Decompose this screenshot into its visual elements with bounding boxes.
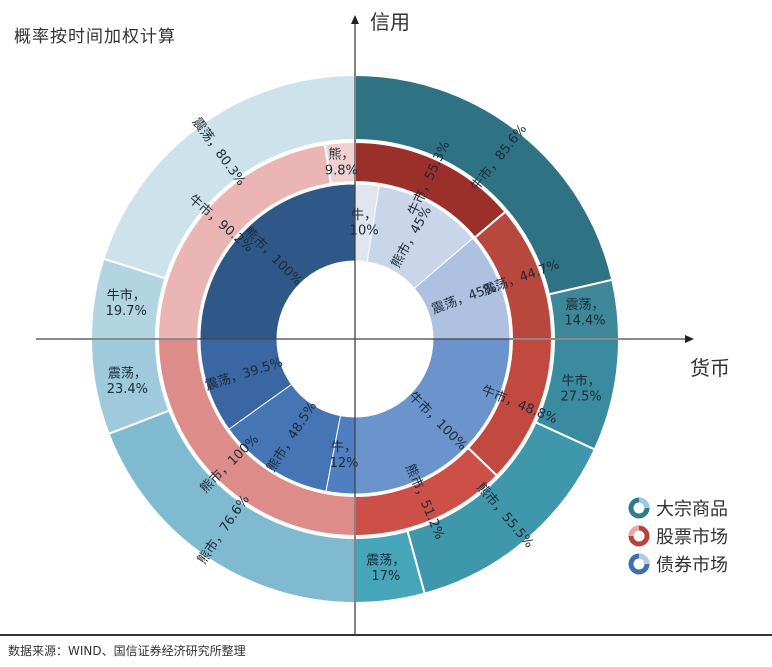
segment-label: 牛， 10% bbox=[350, 208, 379, 239]
source-note: 数据来源：WIND、国信证券经济研究所整理 bbox=[8, 644, 246, 658]
segment-label: 震荡， 14.4% bbox=[564, 298, 605, 329]
segment-label: 震荡， 17% bbox=[366, 553, 405, 584]
divider bbox=[0, 634, 772, 636]
chart-segments bbox=[89, 73, 621, 605]
legend-item-stocks: 股票市场 bbox=[628, 522, 728, 550]
y-axis-label: 信用 bbox=[370, 10, 410, 34]
segment-label: 牛市， 19.7% bbox=[106, 287, 147, 319]
donut-icon bbox=[628, 525, 650, 547]
donut-icon bbox=[628, 553, 650, 575]
segment-inner-bottom-right bbox=[354, 338, 511, 495]
chart-title: 概率按时间加权计算 bbox=[14, 27, 176, 47]
segment-label: 牛市， 27.5% bbox=[560, 372, 601, 404]
donut-icon bbox=[628, 497, 650, 519]
legend: 大宗商品 股票市场 债券市场 bbox=[628, 494, 728, 578]
x-axis-label: 货币 bbox=[690, 356, 730, 380]
segment-label: 熊， 9.8% bbox=[325, 146, 358, 178]
segment-label: 牛， 12% bbox=[330, 440, 359, 471]
segment-label: 震荡， 23.4% bbox=[107, 366, 148, 397]
legend-item-commodities: 大宗商品 bbox=[628, 494, 728, 522]
y-axis-arrow-icon bbox=[351, 15, 359, 24]
segment-inner-top-left bbox=[199, 183, 356, 340]
x-axis-arrow-icon bbox=[685, 335, 694, 343]
legend-item-bonds: 债券市场 bbox=[628, 550, 728, 578]
